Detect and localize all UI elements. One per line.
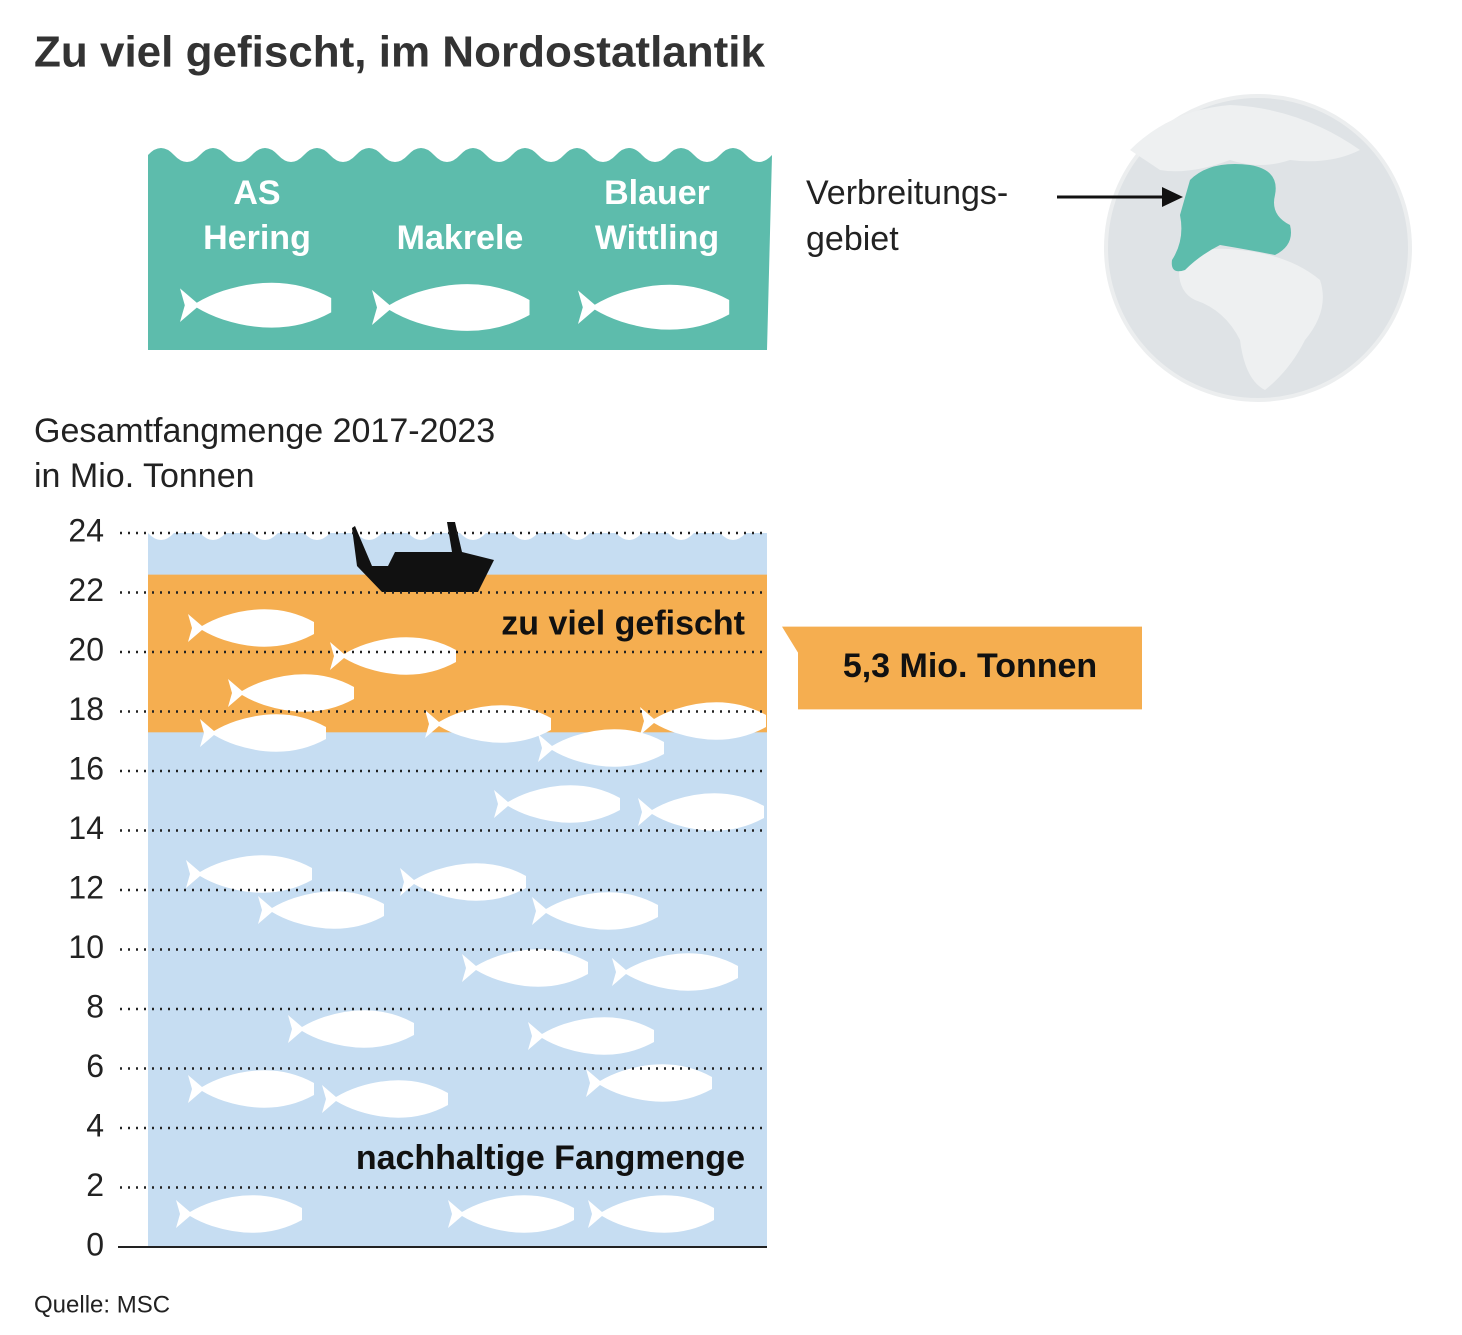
axis-title: in Mio. Tonnen: [34, 457, 255, 495]
y-tick-label: 12: [68, 869, 104, 905]
fish-icon: [322, 1080, 448, 1118]
fish-icon: [180, 282, 332, 328]
wave: [148, 526, 772, 540]
y-tick-label: 14: [68, 810, 104, 846]
fish-icon: [640, 702, 766, 740]
species-panel: [148, 148, 772, 350]
axis-title: Gesamtfangmenge 2017-2023: [34, 412, 495, 450]
fish-icon: [494, 785, 620, 823]
fish-icon: [638, 793, 764, 831]
fish-icon: [586, 1064, 712, 1102]
y-tick-label: 0: [86, 1226, 104, 1262]
fish-icon: [228, 674, 354, 712]
fish-icon: [188, 609, 314, 647]
land: [1179, 248, 1323, 390]
fish-icon: [372, 284, 530, 331]
bar-segment: [148, 574, 767, 733]
boat: [352, 522, 494, 592]
distribution-area: [1171, 164, 1291, 272]
y-tick-label: 24: [68, 512, 104, 548]
fish-icon: [186, 855, 312, 893]
land: [1130, 105, 1360, 172]
y-tick-label: 4: [86, 1107, 104, 1143]
fish-icon: [538, 729, 664, 767]
y-tick-label: 6: [86, 1048, 104, 1084]
series-label: nachhaltige Fangmenge: [356, 1139, 745, 1177]
fish-icon: [188, 1070, 314, 1108]
series-label: zu viel gefischt: [501, 605, 745, 643]
y-tick-label: 8: [86, 988, 104, 1024]
species-label: AS: [233, 174, 280, 212]
fish-icon: [400, 863, 526, 901]
y-tick-label: 10: [68, 929, 104, 965]
fish-icon: [528, 1017, 654, 1055]
fish-icon: [425, 705, 551, 743]
fish-icon: [258, 891, 384, 929]
species-label: Hering: [203, 219, 311, 257]
title: Zu viel gefischt, im Nordostatlantik: [34, 28, 766, 77]
arrow-head: [1162, 187, 1183, 207]
map-label: Verbreitungs-: [806, 174, 1008, 212]
y-tick-label: 18: [68, 691, 104, 727]
y-tick-label: 20: [68, 631, 104, 667]
fish-icon: [532, 892, 658, 930]
fish-icon: [200, 714, 326, 752]
species-label: Makrele: [397, 219, 524, 257]
y-tick-label: 22: [68, 572, 104, 608]
source: Quelle: MSC: [34, 1291, 170, 1318]
species-label: Blauer: [604, 174, 710, 212]
value-label: 5,3 Mio. Tonnen: [843, 647, 1097, 685]
fish-icon: [588, 1195, 714, 1233]
y-tick-label: 2: [86, 1167, 104, 1203]
map-label: gebiet: [806, 220, 899, 258]
fish-icon: [448, 1195, 574, 1233]
callout: [782, 626, 1142, 710]
y-tick-label: 16: [68, 750, 104, 786]
species-label: Wittling: [595, 219, 719, 257]
fish-icon: [612, 953, 738, 991]
fish-icon: [176, 1195, 302, 1233]
globe: [1057, 94, 1412, 402]
fish-icon: [288, 1010, 414, 1048]
fish-icon: [330, 637, 456, 675]
fish-icon: [462, 949, 588, 987]
fish-icon: [577, 284, 730, 330]
